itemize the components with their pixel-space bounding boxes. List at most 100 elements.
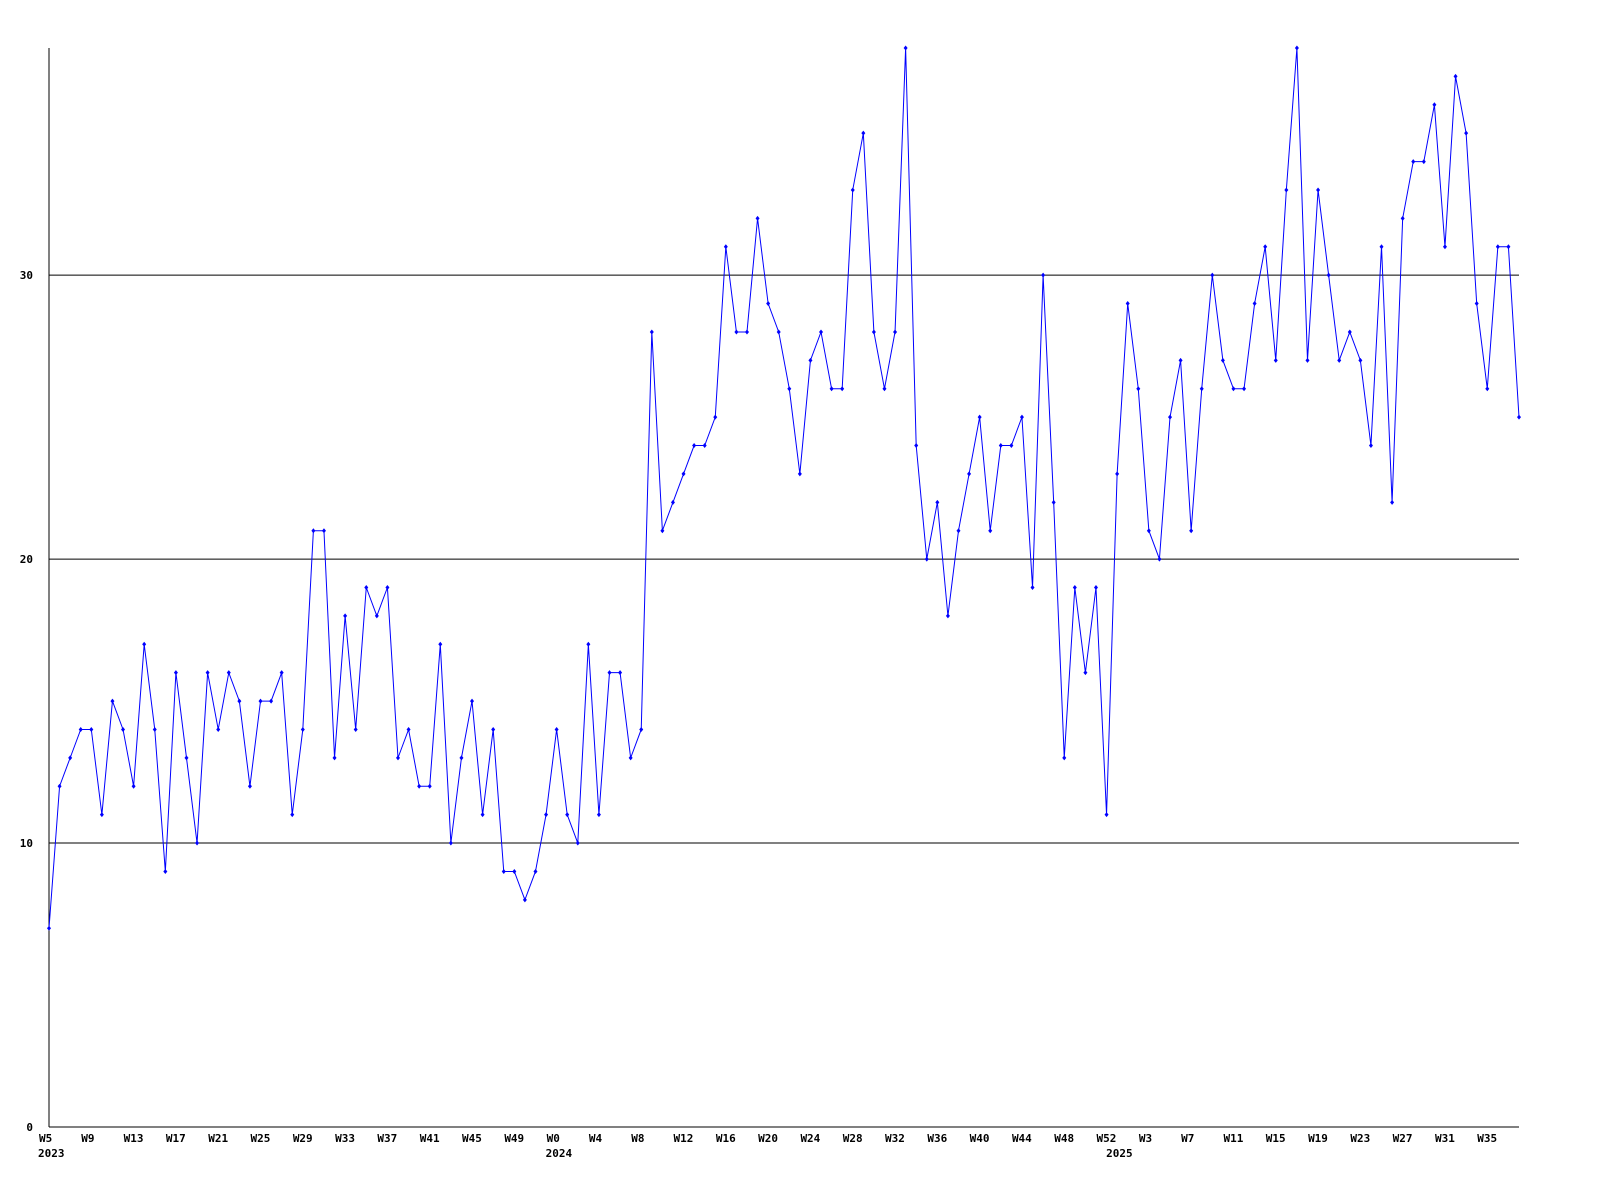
data-point [385, 585, 390, 590]
data-point [1506, 244, 1511, 250]
data-point [575, 840, 580, 846]
data-point [1210, 272, 1215, 278]
data-point [1125, 301, 1130, 307]
data-point [491, 726, 496, 732]
data-point [121, 726, 126, 732]
data-point [861, 130, 866, 136]
data-point [300, 726, 305, 732]
x-tick-label: W19 [1308, 1132, 1328, 1145]
data-point [321, 528, 326, 534]
data-point [1062, 755, 1067, 761]
data-point [279, 670, 284, 676]
data-point [163, 868, 168, 874]
y-tick-label: 30 [20, 269, 33, 282]
x-tick-label: W33 [335, 1132, 355, 1145]
data-point [956, 528, 961, 534]
x-tick-label: W15 [1266, 1132, 1286, 1145]
data-point [734, 329, 739, 335]
data-point [1273, 357, 1278, 363]
data-point [1231, 386, 1236, 392]
x-tick-label: W31 [1435, 1132, 1455, 1145]
data-point [935, 499, 940, 505]
data-point [1030, 585, 1035, 590]
data-point [57, 783, 62, 789]
data-point [660, 528, 665, 534]
x-tick-label: W44 [1012, 1132, 1032, 1145]
data-point [99, 812, 104, 818]
x-tick-label: W41 [420, 1132, 440, 1145]
data-point [290, 812, 295, 818]
data-point [438, 641, 443, 647]
data-point [565, 812, 570, 818]
data-point [755, 215, 760, 221]
data-point [1337, 357, 1342, 363]
x-tick-label: W48 [1054, 1132, 1074, 1145]
data-point [713, 414, 718, 420]
data-point [1453, 73, 1458, 79]
data-point [596, 812, 601, 818]
data-point [68, 755, 73, 761]
data-point [247, 783, 252, 789]
data-point [702, 443, 707, 449]
data-point [1294, 45, 1299, 51]
x-tick-label: W40 [970, 1132, 990, 1145]
data-point [670, 499, 675, 505]
data-point [808, 357, 813, 363]
y-tick-label: 20 [20, 553, 33, 566]
data-point [1157, 556, 1162, 562]
data-point [216, 726, 221, 732]
data-point [47, 925, 51, 931]
x-tick-label: W21 [208, 1132, 228, 1145]
data-point [1093, 585, 1098, 590]
data-point [332, 755, 337, 761]
data-point [1146, 528, 1151, 534]
data-point [1051, 499, 1056, 505]
data-point [1358, 357, 1363, 363]
data-point [977, 414, 982, 420]
data-point [1263, 244, 1268, 250]
data-point [1400, 215, 1405, 221]
y-tick-label: 0 [26, 1121, 33, 1134]
data-point [480, 812, 485, 818]
data-point [1442, 244, 1447, 250]
data-point [1474, 301, 1479, 307]
data-point [237, 698, 242, 704]
data-point [819, 329, 824, 335]
data-point [142, 641, 147, 647]
data-point [744, 329, 749, 335]
data-point [1326, 272, 1331, 278]
x-tick-label: W52 [1097, 1132, 1117, 1145]
x-tick-label: W0 [547, 1132, 560, 1145]
data-point [1189, 528, 1194, 534]
data-point [586, 641, 591, 647]
data-point [269, 698, 274, 704]
x-tick-label: W29 [293, 1132, 313, 1145]
data-point [924, 556, 929, 562]
x-tick-label: W5 [39, 1132, 52, 1145]
data-point [1411, 159, 1416, 165]
data-point [840, 386, 845, 392]
data-point [1041, 272, 1046, 278]
x-tick-label: W13 [124, 1132, 144, 1145]
data-point [1517, 414, 1521, 420]
x-tick-label: W17 [166, 1132, 186, 1145]
x-tick-label: W36 [927, 1132, 947, 1145]
x-tick-label: W16 [716, 1132, 736, 1145]
x-tick-label: W49 [504, 1132, 524, 1145]
data-point [1220, 357, 1225, 363]
data-point [501, 868, 506, 874]
data-point [1083, 670, 1088, 676]
year-label: 2025 [1106, 1147, 1133, 1160]
data-point [343, 613, 348, 619]
x-tick-label: W12 [674, 1132, 694, 1145]
x-tick-label: W35 [1477, 1132, 1497, 1145]
data-point [470, 698, 475, 704]
year-label: 2024 [546, 1147, 573, 1160]
data-point [374, 613, 379, 619]
data-point [607, 670, 612, 676]
data-point [427, 783, 432, 789]
data-point [1495, 244, 1500, 250]
data-point [311, 528, 316, 534]
data-point [395, 755, 400, 761]
